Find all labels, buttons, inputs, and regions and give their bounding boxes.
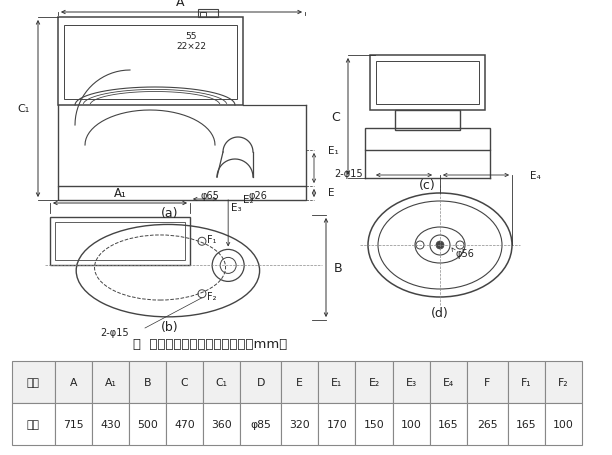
Bar bbox=[508, 403, 545, 445]
Text: 100: 100 bbox=[401, 419, 422, 429]
Bar bbox=[318, 361, 356, 403]
Bar bbox=[166, 361, 203, 403]
Bar bbox=[203, 361, 241, 403]
Text: (a): (a) bbox=[161, 206, 179, 219]
Text: 150: 150 bbox=[364, 419, 384, 429]
Text: C₁: C₁ bbox=[216, 377, 228, 387]
Bar bbox=[467, 361, 508, 403]
Text: A: A bbox=[70, 377, 77, 387]
Bar bbox=[393, 361, 430, 403]
Text: 22×22: 22×22 bbox=[176, 41, 206, 51]
Text: C₁: C₁ bbox=[18, 104, 30, 114]
Text: F₁: F₁ bbox=[207, 235, 217, 245]
Text: 500: 500 bbox=[137, 419, 158, 429]
Text: 2-φ15: 2-φ15 bbox=[101, 327, 129, 337]
Bar bbox=[318, 403, 356, 445]
Text: C: C bbox=[331, 111, 340, 124]
Bar bbox=[54, 361, 92, 403]
Text: F₂: F₂ bbox=[207, 291, 217, 301]
Bar bbox=[12, 361, 54, 403]
Text: 715: 715 bbox=[63, 419, 84, 429]
Bar bbox=[54, 403, 92, 445]
Bar bbox=[198, 10, 218, 18]
Text: 165: 165 bbox=[516, 419, 537, 429]
Bar bbox=[12, 403, 54, 445]
Bar bbox=[545, 361, 582, 403]
Bar bbox=[92, 403, 129, 445]
Bar bbox=[129, 403, 166, 445]
Bar bbox=[370, 56, 485, 111]
Text: E₃: E₃ bbox=[406, 377, 417, 387]
Text: φ85: φ85 bbox=[250, 419, 271, 429]
Text: E₄: E₄ bbox=[442, 377, 454, 387]
Text: 320: 320 bbox=[289, 419, 310, 429]
Text: B: B bbox=[334, 262, 343, 274]
Text: 470: 470 bbox=[174, 419, 195, 429]
Bar bbox=[55, 222, 185, 260]
Bar bbox=[92, 361, 129, 403]
Text: 170: 170 bbox=[327, 419, 347, 429]
Bar bbox=[166, 403, 203, 445]
Circle shape bbox=[436, 242, 444, 249]
Text: 代号: 代号 bbox=[27, 377, 40, 387]
Text: φ26: φ26 bbox=[248, 191, 267, 201]
Text: A₁: A₁ bbox=[114, 187, 127, 200]
Bar bbox=[356, 403, 393, 445]
Bar bbox=[282, 403, 318, 445]
Text: (c): (c) bbox=[419, 179, 435, 192]
Text: (b): (b) bbox=[161, 321, 179, 334]
Bar bbox=[64, 26, 237, 100]
Text: C: C bbox=[181, 377, 188, 387]
Text: E₂: E₂ bbox=[368, 377, 379, 387]
Text: 265: 265 bbox=[477, 419, 498, 429]
Bar bbox=[241, 403, 282, 445]
Bar bbox=[508, 361, 545, 403]
Bar bbox=[376, 62, 479, 105]
Text: A: A bbox=[176, 0, 184, 9]
Text: 165: 165 bbox=[438, 419, 458, 429]
Bar bbox=[200, 13, 206, 18]
Text: (d): (d) bbox=[431, 306, 449, 319]
Bar bbox=[282, 361, 318, 403]
Bar bbox=[203, 403, 241, 445]
Text: φ56: φ56 bbox=[456, 248, 475, 258]
Text: 图  连体坐便器规格尺寸（单位：mm）: 图 连体坐便器规格尺寸（单位：mm） bbox=[133, 337, 287, 350]
Bar bbox=[50, 217, 190, 265]
Text: B: B bbox=[144, 377, 151, 387]
Text: F₂: F₂ bbox=[558, 377, 569, 387]
Bar bbox=[129, 361, 166, 403]
Bar bbox=[545, 403, 582, 445]
Text: φ65: φ65 bbox=[201, 191, 220, 201]
Text: E₁: E₁ bbox=[331, 377, 343, 387]
Text: 2-φ15: 2-φ15 bbox=[334, 169, 363, 179]
Text: A₁: A₁ bbox=[105, 377, 116, 387]
Bar bbox=[430, 361, 467, 403]
Bar bbox=[393, 403, 430, 445]
Bar bbox=[467, 403, 508, 445]
Text: 430: 430 bbox=[100, 419, 121, 429]
Text: 55: 55 bbox=[185, 31, 196, 40]
Text: D: D bbox=[256, 377, 265, 387]
Bar bbox=[58, 18, 243, 106]
Bar bbox=[241, 361, 282, 403]
Text: E₃: E₃ bbox=[231, 202, 242, 212]
Bar bbox=[356, 361, 393, 403]
Text: 360: 360 bbox=[211, 419, 232, 429]
Bar bbox=[430, 403, 467, 445]
Bar bbox=[365, 129, 490, 151]
Text: E₁: E₁ bbox=[328, 146, 339, 156]
Text: F₁: F₁ bbox=[521, 377, 532, 387]
Text: 100: 100 bbox=[553, 419, 574, 429]
Text: F: F bbox=[484, 377, 490, 387]
Text: E₄: E₄ bbox=[530, 171, 541, 181]
Text: E₂: E₂ bbox=[243, 195, 253, 205]
Text: E: E bbox=[296, 377, 303, 387]
Text: 尺寸: 尺寸 bbox=[27, 419, 40, 429]
Text: E: E bbox=[328, 187, 335, 197]
Bar bbox=[395, 111, 460, 131]
Bar bbox=[58, 187, 306, 201]
